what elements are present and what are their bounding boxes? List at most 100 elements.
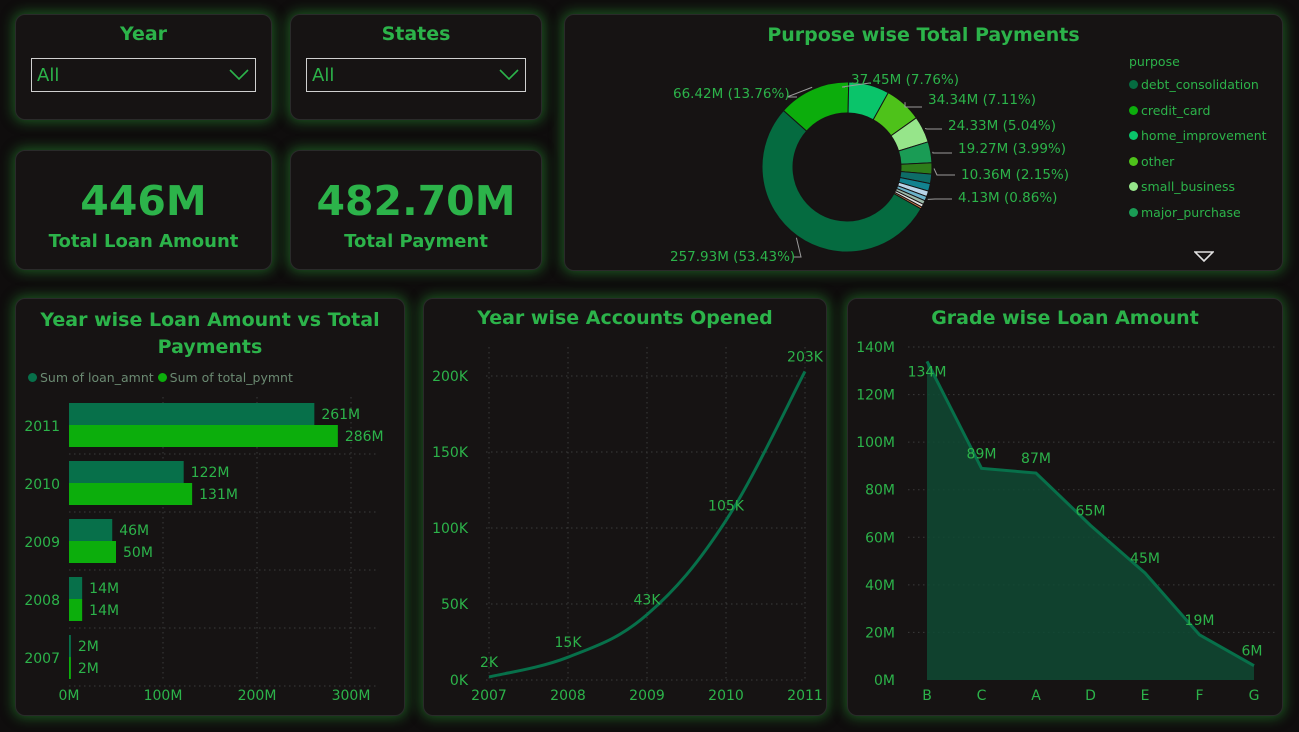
legend-label: credit_card — [1141, 102, 1211, 118]
chevron-down-icon — [229, 69, 249, 81]
x-tick-label: G — [1249, 688, 1260, 704]
legend-item-major_purchase[interactable]: major_purchase — [1129, 205, 1241, 220]
year-bar-chart-title-line1: Year wise Loan Amount vs Total — [40, 309, 380, 331]
total-loan-value: 446M — [80, 177, 207, 225]
legend-item-loan: Sum of loan_amnt — [28, 370, 154, 385]
area-data-label: 134M — [908, 364, 947, 380]
donut-data-label: 24.33M (5.04%) — [948, 118, 1056, 134]
y-tick-label: 120M — [856, 388, 895, 404]
x-tick-label: 2011 — [787, 688, 823, 704]
grade-area-chart-title: Grade wise Loan Amount — [931, 307, 1199, 329]
legend-dot — [1129, 207, 1138, 217]
area-data-label: 65M — [1076, 503, 1106, 519]
y-tick-label: 150K — [432, 445, 469, 461]
states-slicer-title: States — [381, 23, 451, 45]
y-tick-label: 100K — [432, 521, 469, 537]
area-data-label: 87M — [1021, 451, 1051, 467]
donut-data-label: 34.34M (7.11%) — [928, 92, 1036, 108]
area-data-label: 19M — [1185, 613, 1215, 629]
year-bar-chart-title-line2: Payments — [157, 336, 263, 358]
legend-item-other[interactable]: other — [1129, 154, 1174, 169]
donut-data-label: 10.36M (2.15%) — [961, 167, 1069, 183]
chevron-down-icon — [499, 69, 519, 81]
x-tick-label: B — [922, 688, 932, 704]
donut-data-label: 257.93M (53.43%) — [670, 249, 795, 265]
x-tick-label: D — [1085, 688, 1096, 704]
x-tick-label: 0M — [59, 688, 80, 704]
line-data-label: 43K — [634, 593, 662, 609]
legend-item-credit_card[interactable]: credit_card — [1129, 103, 1210, 118]
x-tick-label: 2010 — [708, 688, 744, 704]
bar-data-label: 46M — [119, 523, 149, 539]
legend-label: other — [1141, 153, 1175, 169]
y-tick-label: 50K — [441, 597, 469, 613]
legend-dot — [1129, 131, 1138, 140]
area-data-label: 45M — [1130, 551, 1160, 567]
bar-2009-loan — [69, 519, 113, 541]
donut-leader-line — [841, 82, 870, 88]
states-dropdown[interactable]: All — [306, 58, 526, 92]
x-tick-label: A — [1031, 688, 1041, 704]
line-data-label: 15K — [555, 635, 583, 651]
legend-label: small_business — [1141, 179, 1236, 194]
area-data-label: 6M — [1242, 644, 1263, 660]
grade-area-line — [925, 360, 1255, 668]
y-tick-label: 100M — [856, 435, 895, 451]
legend-scroll-down-icon[interactable] — [1194, 251, 1214, 263]
purpose-donut-chart: 257.93M (53.43%) 66.42M (13.76%) 37.45M (7… — [670, 72, 1069, 265]
donut-leader-line — [794, 237, 802, 258]
total-loan-label: Total Loan Amount — [48, 231, 239, 252]
donut-leader-line — [904, 102, 922, 108]
bar-2011-payment — [69, 425, 338, 447]
legend-label-loan: Sum of loan_amnt — [40, 370, 154, 385]
total-payment-card: 482.70M Total Payment — [290, 150, 542, 270]
grade-area-chart-card: Grade wise Loan Amount 0M 20M 40M 60M 80M 100… — [847, 298, 1283, 716]
bar-2010-loan — [69, 461, 184, 483]
year-bar-legend: Sum of loan_amnt Sum of total_pymnt — [28, 370, 293, 385]
accounts-line-chart-title: Year wise Accounts Opened — [477, 307, 773, 329]
legend-item-small_business[interactable]: small_business — [1129, 179, 1235, 194]
y-tick-label: 2009 — [24, 535, 60, 551]
year-dropdown-value: All — [37, 64, 60, 86]
year-bar-chart-card: Year wise Loan Amount vs Total Payments … — [15, 298, 405, 716]
y-tick-label: 2010 — [24, 477, 60, 493]
donut-data-label: 19.27M (3.99%) — [958, 141, 1066, 157]
bar-data-label: 14M — [89, 603, 119, 619]
bar-data-label: 286M — [345, 429, 384, 445]
purpose-legend-title: purpose — [1129, 54, 1180, 69]
bar-data-label: 2M — [78, 661, 99, 677]
bar-2007-payment — [69, 657, 71, 679]
bar-2008-payment — [69, 599, 83, 621]
purpose-chart-card: Purpose wise Total Payments 257.93M (53.… — [564, 14, 1283, 271]
x-tick-label: 300M — [332, 688, 371, 704]
grade-area-fill — [927, 361, 1254, 680]
year-bar-chart-title: Year wise Loan Amount vs Total Payments — [16, 307, 404, 361]
legend-item-debt_consolidation[interactable]: debt_consolidation — [1129, 77, 1259, 92]
line-data-label: 203K — [787, 349, 824, 365]
purpose-chart-title: Purpose wise Total Payments — [767, 24, 1080, 46]
accounts-line-chart: 0K 50K 100K 150K 200K 2007 2008 2009 2010 2011 2K 1… — [432, 347, 824, 704]
bar-2010-payment — [69, 483, 193, 505]
legend-dot — [1129, 105, 1138, 115]
donut-leader-line — [786, 86, 813, 98]
x-tick-label: C — [977, 688, 987, 704]
legend-item-home_improvement[interactable]: home_improvement — [1129, 128, 1267, 143]
year-dropdown[interactable]: All — [31, 58, 256, 92]
area-data-label: 89M — [967, 446, 997, 462]
bar-2011-loan — [69, 403, 315, 425]
donut-slice-segment-13 — [893, 191, 923, 210]
line-data-label: 105K — [708, 498, 745, 514]
y-tick-label: 40M — [865, 578, 895, 594]
bar-2008-loan — [69, 577, 83, 599]
year-slicer-title: Year — [119, 23, 168, 45]
accounts-line-chart-card: Year wise Accounts Opened 0K 50K 100K 150K 2… — [423, 298, 827, 716]
legend-dot-payment — [157, 373, 167, 382]
y-tick-label: 2008 — [24, 593, 60, 609]
donut-leader-line — [932, 151, 952, 154]
donut-leader-line — [933, 168, 955, 176]
bar-data-label: 50M — [123, 545, 153, 561]
donut-leader-line — [924, 127, 942, 130]
bar-2009-payment — [69, 541, 116, 563]
total-payment-value: 482.70M — [316, 177, 516, 225]
